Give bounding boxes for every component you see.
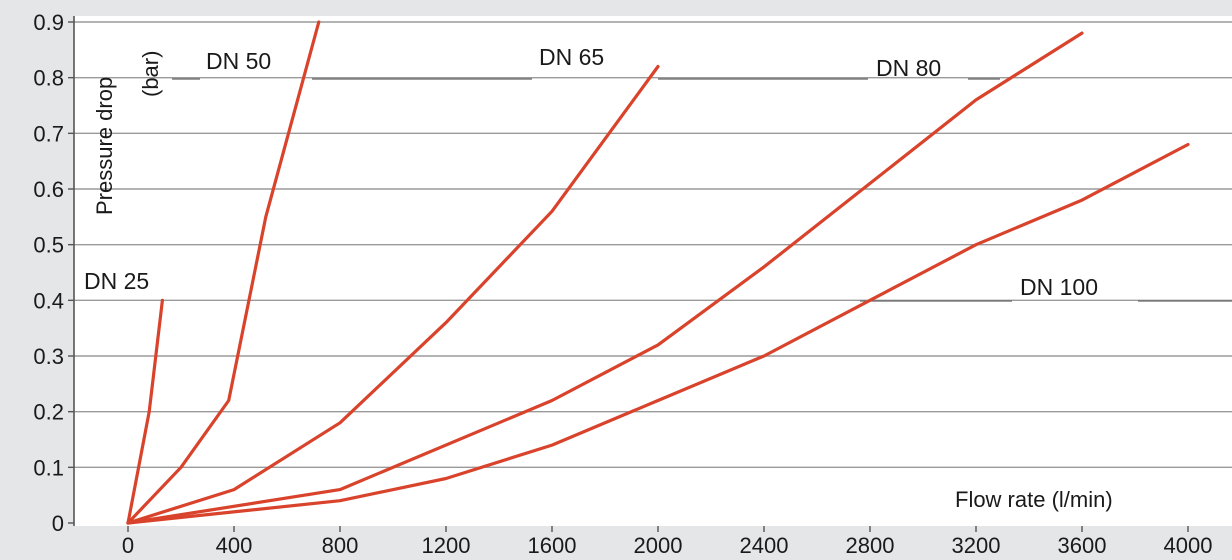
x-tick-label: 800 [322,533,359,558]
y-tick-label: 0.3 [33,344,64,369]
series-label-dn-50: DN 50 [206,48,271,74]
series-line-dn-50 [126,20,321,525]
y-tick-label: 0.1 [33,455,64,480]
series-lines [126,20,1190,525]
x-tick-label: 2400 [740,533,789,558]
y-axis-unit: (bar) [138,51,163,97]
series-label-dn-100: DN 100 [1020,274,1098,300]
x-tick-label: 0 [122,533,134,558]
series-labels: DN 25 DN 50 DN 65 DN 80 DN 100 [84,44,1098,300]
y-tick-label: 0.5 [33,233,64,258]
label-leader-lines [172,78,1232,302]
y-tick-label: 0.8 [33,66,64,91]
series-line-dn-100 [126,142,1190,525]
series-line-dn-25 [126,298,164,525]
series-line-dn-65 [126,64,660,525]
x-tick-labels: 0 400 800 1200 1600 2000 2400 2800 3200 3600 4000 [122,533,1213,558]
x-tick-label: 400 [216,533,253,558]
y-tick-labels: 0 0.1 0.2 0.3 0.4 0.5 0.6 0.7 0.8 0.9 [33,10,64,536]
x-tick-label: 2800 [846,533,895,558]
y-tick-label: 0.9 [33,10,64,35]
series-label-dn-65: DN 65 [539,44,604,70]
x-tick-label: 1200 [422,533,471,558]
series-label-dn-80: DN 80 [876,55,941,81]
tick-marks [68,16,1189,532]
x-tick-label: 1600 [528,533,577,558]
y-tick-label: 0.2 [33,400,64,425]
series-line-dn-80 [126,31,1084,525]
x-axis-title: Flow rate (l/min) [955,487,1113,512]
y-tick-label: 0.6 [33,177,64,202]
x-tick-label: 4000 [1164,533,1213,558]
y-axis-title: Pressure drop [92,77,117,215]
x-tick-label: 2000 [634,533,683,558]
y-tick-label: 0.7 [33,121,64,146]
x-tick-label: 3200 [952,533,1001,558]
y-tick-label: 0.4 [33,288,64,313]
x-tick-label: 3600 [1058,533,1107,558]
series-label-dn-25: DN 25 [84,268,149,294]
y-tick-label: 0 [52,511,64,536]
plot-area [74,16,1232,526]
